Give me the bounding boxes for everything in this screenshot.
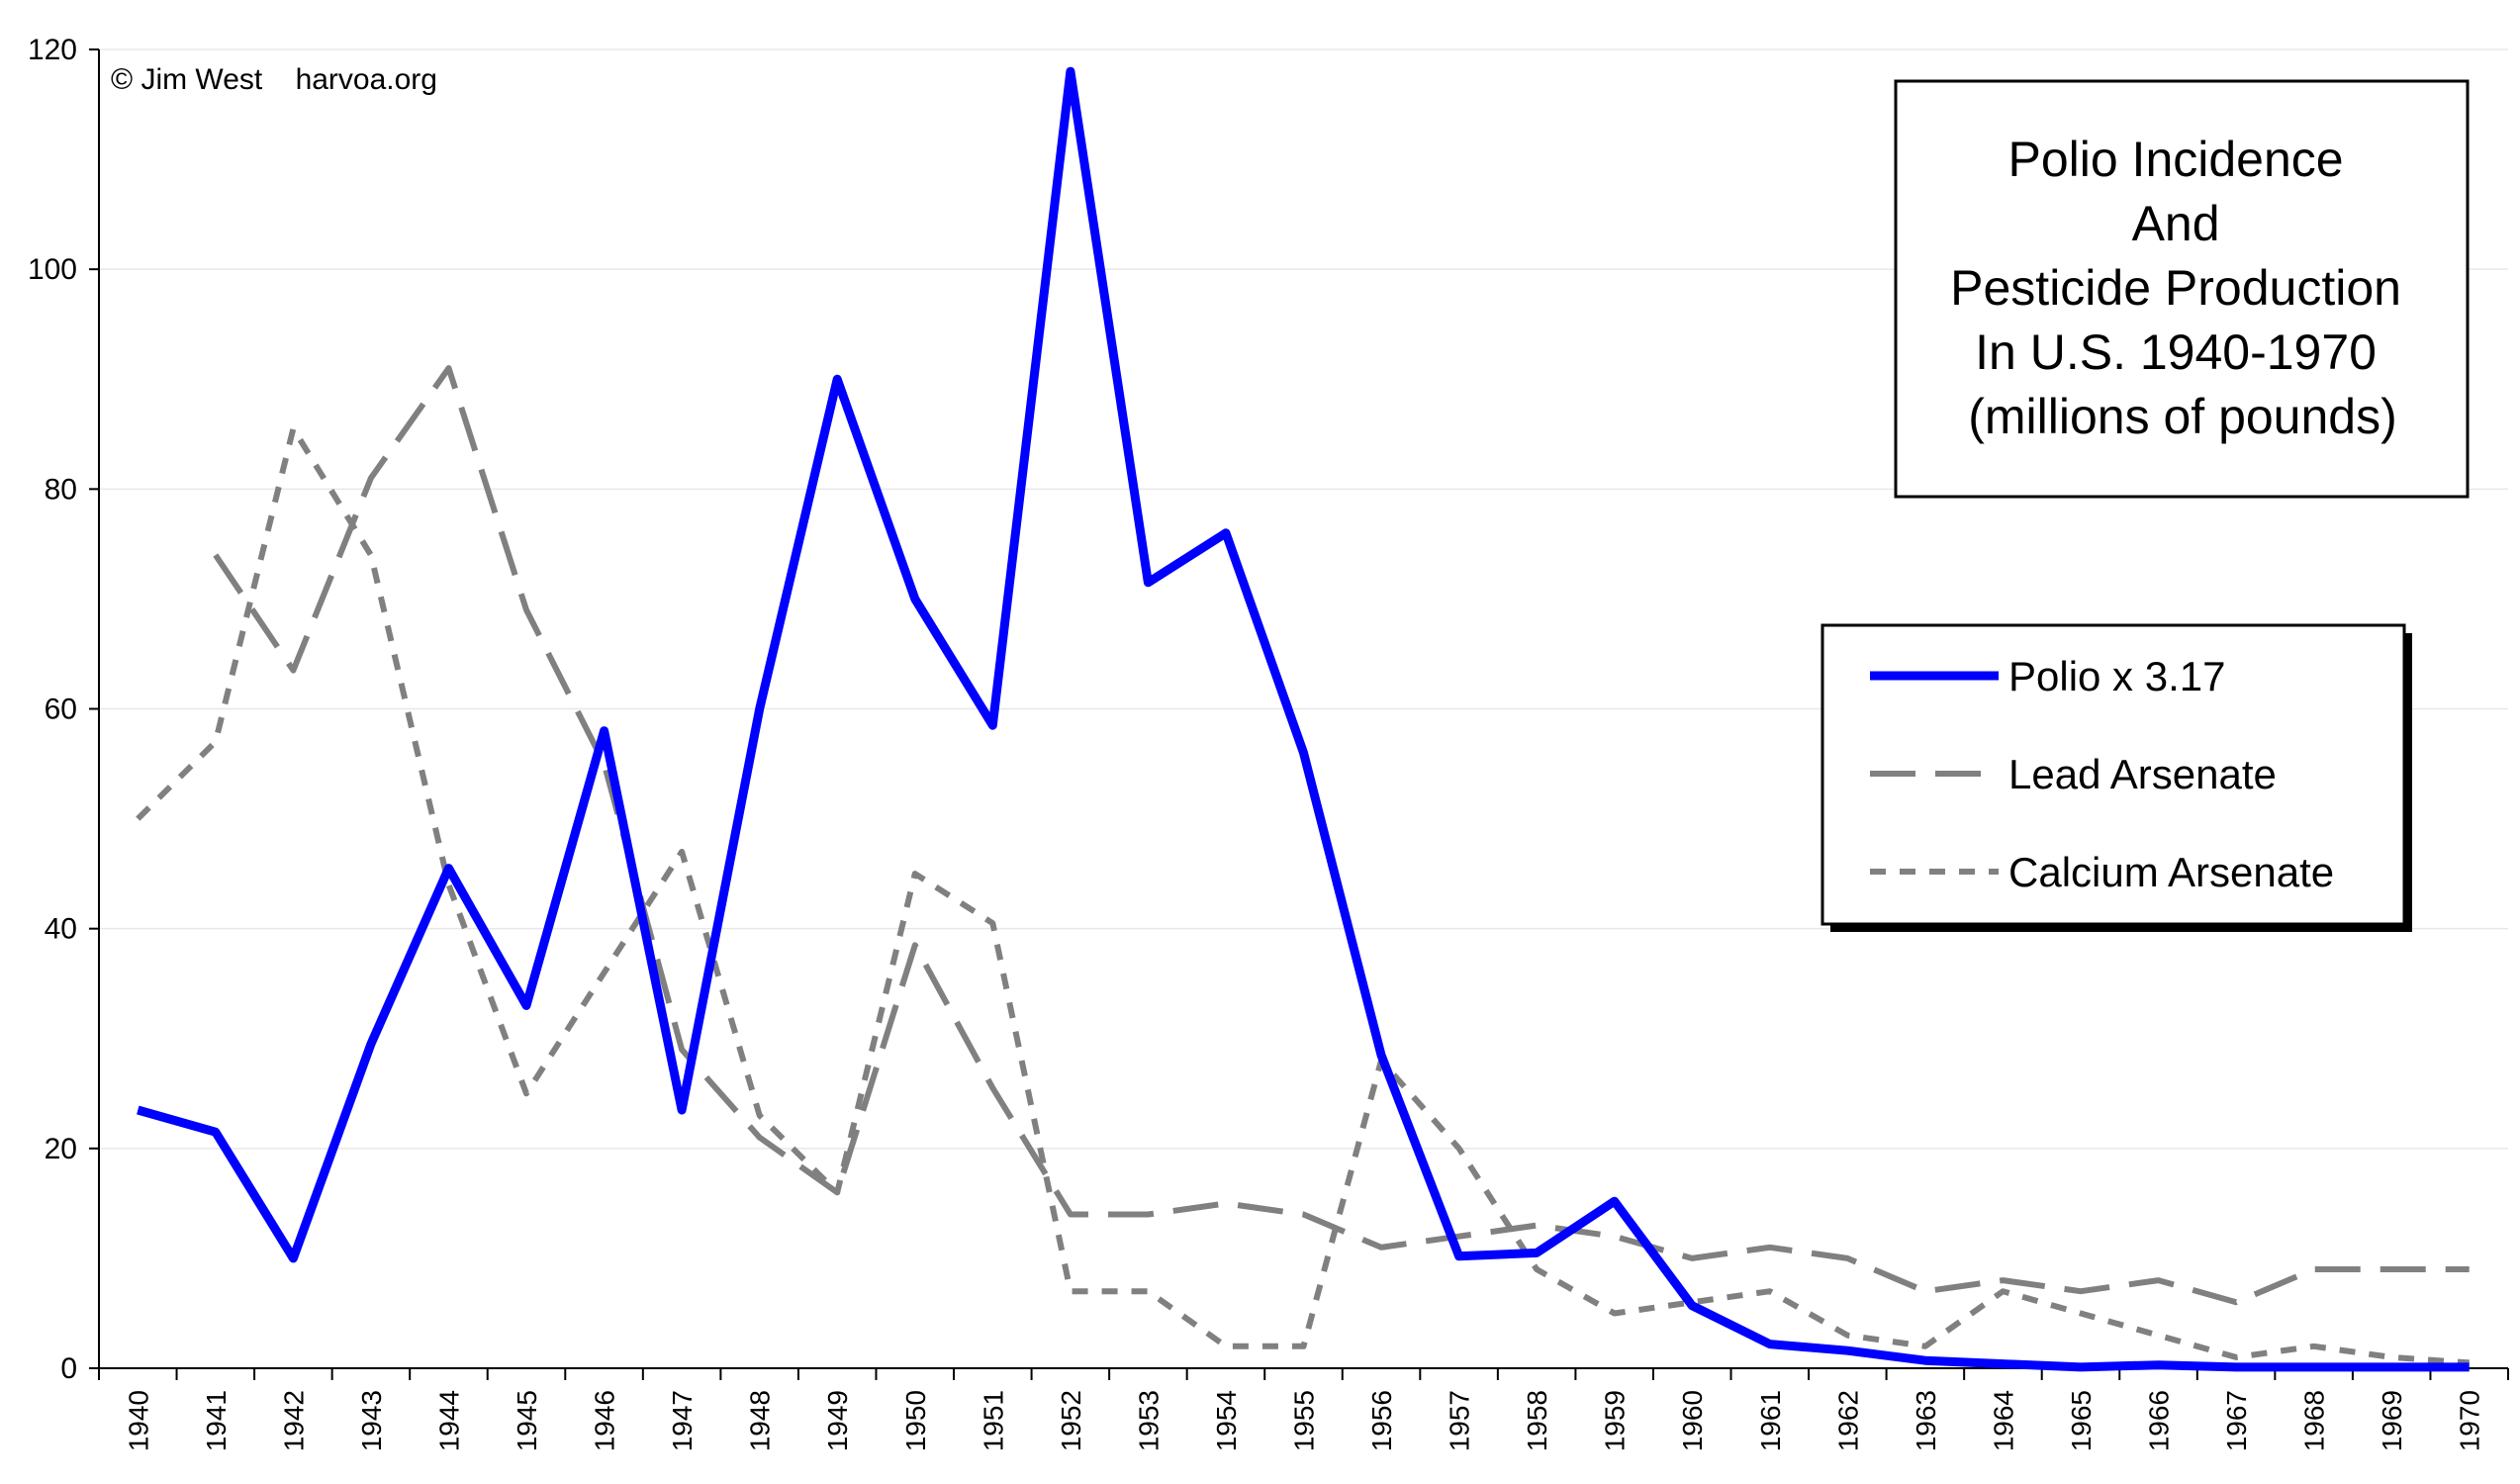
x-tick-label: 1940 bbox=[123, 1390, 153, 1451]
x-tick-label: 1964 bbox=[1988, 1390, 2018, 1451]
x-tick-label: 1942 bbox=[278, 1390, 309, 1451]
x-tick-label: 1966 bbox=[2144, 1390, 2175, 1451]
x-tick-label: 1956 bbox=[1366, 1390, 1397, 1451]
y-tick-label: 120 bbox=[28, 34, 77, 66]
y-tick-label: 20 bbox=[45, 1133, 77, 1165]
x-tick-label: 1969 bbox=[2377, 1390, 2407, 1451]
x-tick-label: 1959 bbox=[1600, 1390, 1631, 1451]
chart-title: Polio Incidence And Pesticide Production… bbox=[1950, 132, 2415, 444]
copyright-text: © Jim West harvoa.org bbox=[111, 63, 437, 96]
x-tick-label: 1944 bbox=[433, 1390, 464, 1451]
x-tick-label: 1965 bbox=[2066, 1390, 2097, 1451]
x-tick-label: 1947 bbox=[667, 1390, 698, 1451]
series-line-2 bbox=[136, 425, 2470, 1366]
x-tick-label: 1955 bbox=[1289, 1390, 1320, 1451]
grid-lines bbox=[99, 48, 2508, 1150]
y-tick-label: 100 bbox=[28, 253, 77, 286]
title-line-2: And bbox=[2132, 196, 2220, 251]
x-tick-label: 1953 bbox=[1133, 1390, 1164, 1451]
title-line-3: Pesticide Production bbox=[1950, 260, 2401, 316]
title-line-4: In U.S. 1940-1970 bbox=[1975, 325, 2377, 380]
series-line-1 bbox=[213, 365, 2470, 1306]
x-tick-label: 1961 bbox=[1755, 1390, 1786, 1451]
x-tick-label: 1967 bbox=[2221, 1390, 2252, 1451]
x-tick-label: 1950 bbox=[900, 1390, 931, 1451]
x-axis-ticks: 1940 1941 1942 1943 1944 1945 1946 1947 1948 1949… bbox=[98, 1368, 2509, 1451]
x-tick-label: 1954 bbox=[1211, 1390, 1242, 1451]
title-line-1: Polio Incidence bbox=[2007, 132, 2343, 187]
x-tick-label: 1970 bbox=[2455, 1390, 2485, 1451]
y-tick-label: 80 bbox=[45, 473, 77, 506]
legend-label-2: Calcium Arsenate bbox=[2008, 849, 2334, 895]
title-box: Polio Incidence And Pesticide Production… bbox=[1894, 79, 2470, 499]
x-tick-label: 1957 bbox=[1445, 1390, 1475, 1451]
x-tick-label: 1946 bbox=[590, 1390, 620, 1451]
legend-label-0: Polio x 3.17 bbox=[2008, 653, 2225, 699]
x-tick-label: 1962 bbox=[1832, 1390, 1863, 1451]
x-tick-label: 1960 bbox=[1677, 1390, 1708, 1451]
legend-label-1: Lead Arsenate bbox=[2008, 751, 2277, 797]
series-lines bbox=[136, 66, 2470, 1372]
x-tick-label: 1949 bbox=[822, 1390, 853, 1451]
x-tick-label: 1968 bbox=[2299, 1390, 2330, 1451]
y-tick-label: 40 bbox=[45, 913, 77, 946]
x-tick-label: 1943 bbox=[356, 1390, 387, 1451]
x-tick-label: 1951 bbox=[978, 1390, 1008, 1451]
title-line-5: (millions of pounds) bbox=[1968, 389, 2397, 444]
y-axis-ticks: 0 20 40 60 80 100 120 bbox=[28, 34, 99, 1385]
y-tick-label: 0 bbox=[60, 1352, 77, 1385]
y-tick-label: 60 bbox=[45, 694, 77, 726]
series-line-0 bbox=[137, 66, 2470, 1372]
x-tick-label: 1948 bbox=[745, 1390, 776, 1451]
x-tick-label: 1952 bbox=[1056, 1390, 1086, 1451]
x-tick-label: 1958 bbox=[1522, 1390, 1552, 1451]
legend: Polio x 3.17 Lead Arsenate Calcium Arsenat… bbox=[1820, 623, 2412, 932]
x-tick-label: 1941 bbox=[201, 1390, 232, 1451]
x-tick-label: 1963 bbox=[1911, 1390, 1941, 1451]
x-tick-label: 1945 bbox=[512, 1390, 542, 1451]
